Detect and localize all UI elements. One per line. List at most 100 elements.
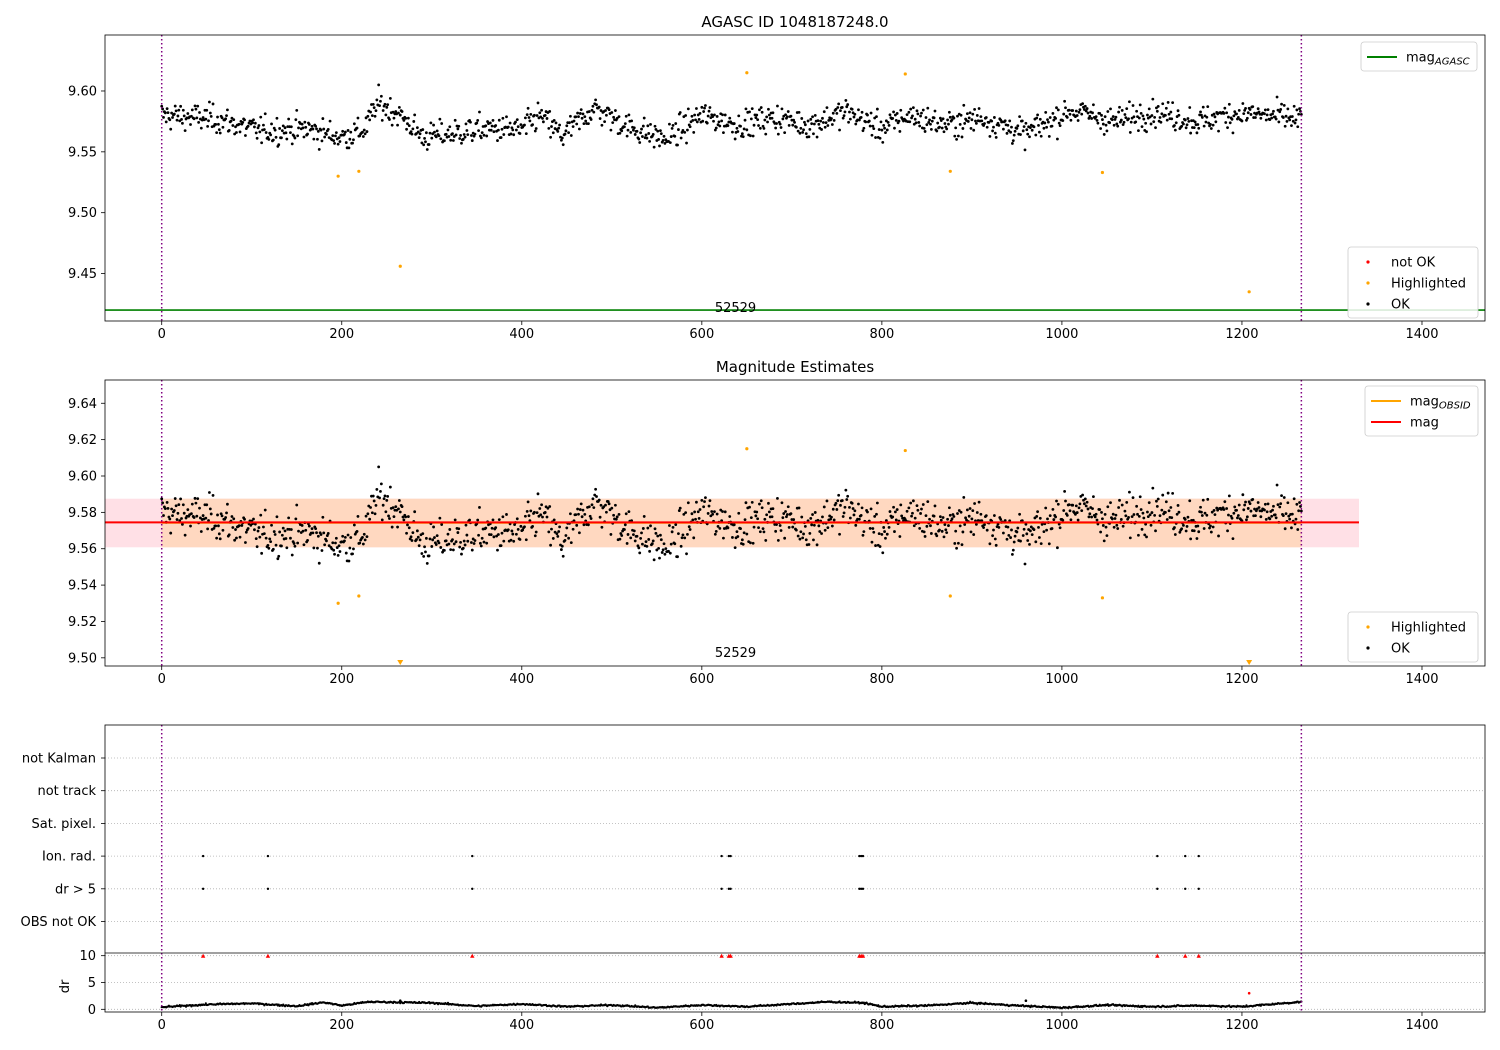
ok-point (991, 129, 994, 133)
ok-point (924, 116, 928, 119)
ok-point (422, 554, 426, 558)
ok-point (793, 121, 796, 124)
ok-point (1201, 105, 1205, 109)
ok-point (1074, 109, 1078, 113)
ok-point (397, 499, 401, 502)
ok-point (763, 118, 767, 122)
agasc-bottom-legend-label: not OK (1391, 256, 1436, 271)
ok-point (296, 134, 300, 138)
ok-point (846, 103, 850, 106)
magnitude-top-legend-label-main: mag (1410, 416, 1439, 431)
flag-point (859, 887, 863, 890)
ok-point (1237, 108, 1241, 112)
ok-point (500, 127, 504, 131)
ok-point (379, 99, 382, 103)
ok-point (847, 120, 850, 124)
ok-point (959, 113, 963, 117)
ok-point (578, 127, 581, 131)
ok-point (1299, 505, 1302, 508)
ok-point (815, 543, 819, 547)
ok-point (526, 106, 530, 110)
flag-point (471, 887, 474, 890)
ok-point (930, 119, 934, 123)
ok-point (469, 541, 473, 544)
ok-point (921, 503, 925, 506)
ok-point (669, 542, 673, 546)
dr-xtick-label: 0 (158, 1018, 166, 1033)
ok-point (662, 134, 666, 138)
ok-point (480, 131, 484, 135)
ok-point (1007, 533, 1011, 537)
ok-point (1251, 105, 1255, 109)
ok-point (571, 527, 575, 531)
ok-point (979, 512, 983, 516)
ok-point (702, 505, 706, 509)
highlighted-point (948, 169, 952, 173)
ok-point (797, 506, 801, 510)
ok-point (438, 117, 442, 121)
ok-point (971, 509, 975, 512)
ok-point (928, 517, 931, 521)
ok-point (947, 110, 951, 114)
ok-point (390, 525, 394, 529)
ok-point (781, 516, 785, 520)
ok-point (1213, 513, 1217, 517)
ok-point (732, 122, 736, 125)
ok-point (1055, 499, 1058, 503)
ok-point (973, 107, 976, 111)
ok-point (335, 546, 339, 549)
ok-point (667, 549, 670, 553)
ok-point (638, 141, 642, 144)
ok-point (523, 123, 526, 127)
ok-point (241, 120, 245, 124)
ok-point (227, 128, 231, 132)
ok-point (686, 128, 689, 132)
ok-point (531, 123, 534, 127)
ok-point (229, 119, 233, 123)
ok-point (285, 137, 289, 141)
ok-point (534, 127, 538, 130)
ok-point (263, 112, 267, 116)
ok-point (1064, 106, 1067, 110)
ok-point (1186, 515, 1190, 519)
ok-point (499, 544, 503, 548)
ok-point (338, 140, 342, 143)
ok-point (348, 546, 352, 550)
ok-point (227, 533, 231, 537)
ok-point (946, 118, 949, 122)
ok-point (1101, 122, 1105, 126)
ok-point (396, 123, 399, 127)
ok-point (770, 116, 774, 120)
ok-point (925, 524, 929, 528)
ok-point (234, 125, 237, 129)
ok-point (933, 109, 937, 113)
ok-point (932, 116, 936, 120)
ok-point (913, 516, 917, 520)
ok-point (990, 119, 994, 123)
ok-point (844, 99, 848, 102)
ok-point (192, 117, 196, 121)
ok-point (391, 110, 395, 114)
ok-point (940, 126, 944, 130)
ok-point (550, 527, 553, 531)
flag-point (471, 854, 474, 858)
ok-point (511, 532, 515, 536)
ok-point (935, 534, 939, 538)
ok-point (834, 501, 838, 505)
agasc-xtick-label: 1200 (1225, 327, 1258, 342)
ok-point (447, 542, 451, 546)
dr-xtick-label: 1400 (1405, 1018, 1438, 1033)
ok-point (164, 120, 168, 124)
ok-point (1137, 129, 1140, 133)
ok-point (1254, 116, 1257, 119)
ok-point (757, 124, 760, 127)
ok-point (839, 109, 842, 113)
ok-point (208, 507, 212, 511)
ok-point (377, 83, 381, 87)
ok-point (877, 128, 881, 131)
ok-point (883, 126, 886, 130)
ok-point (1011, 139, 1015, 142)
ok-point (514, 128, 518, 132)
ok-point (969, 127, 973, 130)
ok-point (780, 107, 784, 111)
